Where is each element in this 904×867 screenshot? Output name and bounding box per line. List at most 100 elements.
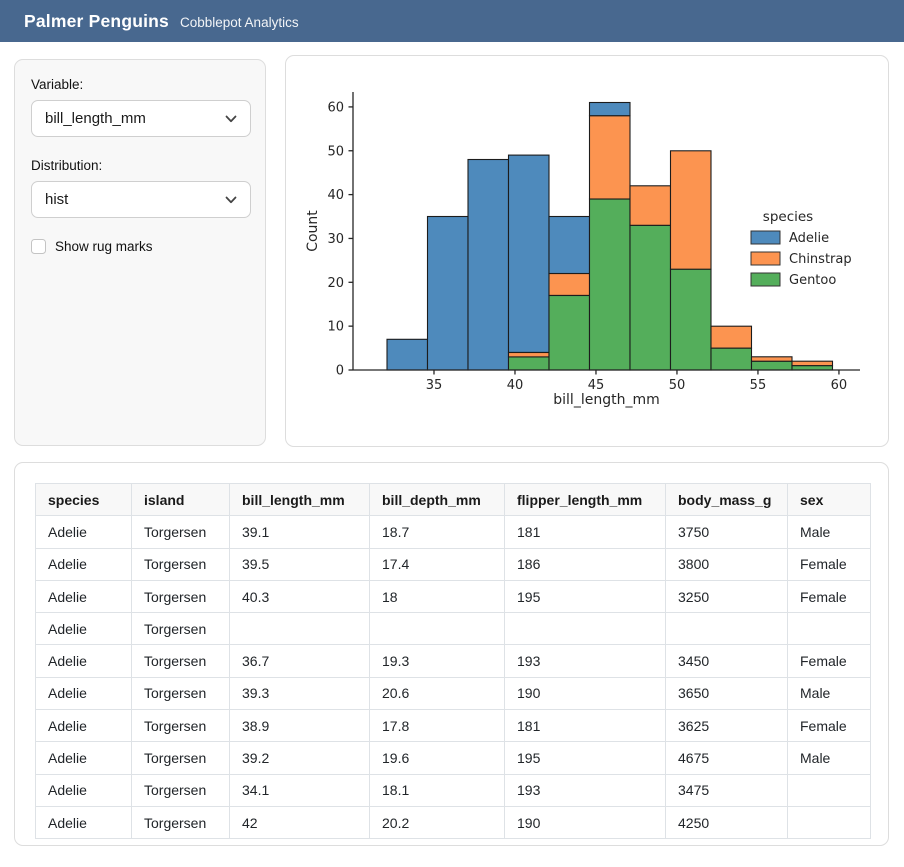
table-cell: 4675 xyxy=(665,741,788,775)
column-header: bill_length_mm xyxy=(229,482,370,517)
table-cell: Torgersen xyxy=(131,709,230,743)
table-cell: Torgersen xyxy=(131,612,230,646)
histogram-plot: 35 40 45 50 55 60 0 10 20 30 40 50 60 bill_length_mm C… xyxy=(305,92,860,408)
table-cell: Adelie xyxy=(35,676,132,711)
table-cell: 3650 xyxy=(665,676,788,711)
column-header: species xyxy=(35,482,132,517)
table-cell: 39.5 xyxy=(229,547,370,581)
table-cell: 18.1 xyxy=(369,773,505,807)
legend-label: Gentoo xyxy=(789,273,836,288)
legend-label: Chinstrap xyxy=(789,252,852,267)
table-cell: 181 xyxy=(504,515,666,549)
table-cell: Torgersen xyxy=(131,773,230,807)
chevron-down-icon xyxy=(225,115,237,122)
table-cell: 190 xyxy=(504,805,666,840)
table-cell: 3800 xyxy=(665,547,788,581)
table-cell: 195 xyxy=(504,741,666,775)
x-tick-label: 50 xyxy=(669,378,686,393)
table-cell: 17.8 xyxy=(369,709,505,743)
y-tick-label: 10 xyxy=(327,320,344,335)
x-axis-label: bill_length_mm xyxy=(553,392,659,408)
table-cell: Male xyxy=(787,515,871,549)
table-cell: Female xyxy=(787,709,871,743)
histogram-bar-chinstrap xyxy=(710,325,753,349)
y-axis-label: Count xyxy=(305,210,321,252)
distribution-select-value: hist xyxy=(45,191,69,208)
table-cell: 17.4 xyxy=(369,547,505,581)
histogram-bar-chinstrap xyxy=(507,351,550,358)
table-cell xyxy=(229,612,370,646)
table-cell: Adelie xyxy=(35,515,132,549)
variable-select[interactable]: bill_length_mm xyxy=(31,100,251,137)
column-header: flipper_length_mm xyxy=(504,482,666,517)
table-cell: Adelie xyxy=(35,579,132,614)
table-cell: 3750 xyxy=(665,515,788,549)
table-cell: 39.2 xyxy=(229,741,370,775)
histogram-bar-gentoo xyxy=(588,198,631,371)
table-row: Adelie Torgersen 34.1 18.1 193 3475 xyxy=(35,773,871,807)
table-cell: 39.1 xyxy=(229,515,370,549)
table-cell: 3250 xyxy=(665,579,788,614)
table-cell: 195 xyxy=(504,579,666,614)
table-cell xyxy=(369,612,505,646)
app-subtitle: Cobblepot Analytics xyxy=(180,15,299,30)
table-row: Adelie Torgersen 39.2 19.6 195 4675 Male xyxy=(35,741,871,775)
table-cell: 40.3 xyxy=(229,579,370,614)
table-cell: Torgersen xyxy=(131,547,230,581)
column-header: island xyxy=(131,482,230,517)
histogram-bar-chinstrap xyxy=(629,185,672,226)
table-cell: Adelie xyxy=(35,644,132,678)
distribution-select[interactable]: hist xyxy=(31,181,251,218)
table-cell xyxy=(787,612,871,646)
histogram-bar-chinstrap xyxy=(791,360,834,367)
app-header: Palmer Penguins Cobblepot Analytics xyxy=(0,0,904,42)
table-row: Adelie Torgersen 42 20.2 190 4250 xyxy=(35,805,871,840)
table-cell: 186 xyxy=(504,547,666,581)
table-cell: Torgersen xyxy=(131,741,230,775)
histogram-bar-chinstrap xyxy=(669,150,712,270)
histogram-bar-chinstrap xyxy=(750,356,793,362)
table-cell: 36.7 xyxy=(229,644,370,678)
column-header: bill_depth_mm xyxy=(369,482,505,517)
table-cell: 181 xyxy=(504,709,666,743)
table-cell: Adelie xyxy=(35,805,132,840)
chevron-down-icon xyxy=(225,196,237,203)
table-row: Adelie Torgersen xyxy=(35,612,871,646)
x-tick-label: 55 xyxy=(750,378,767,393)
legend-swatch-adelie xyxy=(750,230,781,245)
table-cell: Adelie xyxy=(35,547,132,581)
y-tick-label: 30 xyxy=(327,232,344,247)
histogram-bar-chinstrap xyxy=(588,115,631,200)
app-title: Palmer Penguins xyxy=(24,10,169,31)
x-tick-label: 60 xyxy=(831,378,848,393)
table-cell: 3475 xyxy=(665,773,788,807)
table-row: Adelie Torgersen 38.9 17.8 181 3625 Female xyxy=(35,709,871,743)
table-cell: Male xyxy=(787,676,871,711)
variable-select-value: bill_length_mm xyxy=(45,110,146,127)
table-cell: Adelie xyxy=(35,612,132,646)
legend-swatch-gentoo xyxy=(750,272,781,287)
table-cell: Torgersen xyxy=(131,644,230,678)
rug-checkbox[interactable] xyxy=(31,239,46,254)
x-tick-label: 40 xyxy=(507,378,524,393)
y-tick-label: 60 xyxy=(327,100,344,115)
table-cell: Female xyxy=(787,579,871,614)
table-cell: Torgersen xyxy=(131,805,230,840)
histogram-bar-chinstrap xyxy=(548,272,591,296)
table-cell: Adelie xyxy=(35,773,132,807)
table-cell: 193 xyxy=(504,644,666,678)
table-cell: 19.3 xyxy=(369,644,505,678)
rug-checkbox-label: Show rug marks xyxy=(55,239,153,254)
table-row: Adelie Torgersen 39.5 17.4 186 3800 Female xyxy=(35,547,871,581)
histogram-bar-adelie xyxy=(386,338,429,371)
table-cell: Female xyxy=(787,644,871,678)
histogram-bar-gentoo xyxy=(710,347,753,371)
y-tick-label: 50 xyxy=(327,144,344,159)
table-row: Adelie Torgersen 36.7 19.3 193 3450 Female xyxy=(35,644,871,678)
table-cell: Adelie xyxy=(35,741,132,775)
table-cell: 20.6 xyxy=(369,676,505,711)
y-tick-label: 0 xyxy=(336,364,344,379)
table-cell: Torgersen xyxy=(131,676,230,711)
table-cell: 190 xyxy=(504,676,666,711)
table-cell: Torgersen xyxy=(131,579,230,614)
